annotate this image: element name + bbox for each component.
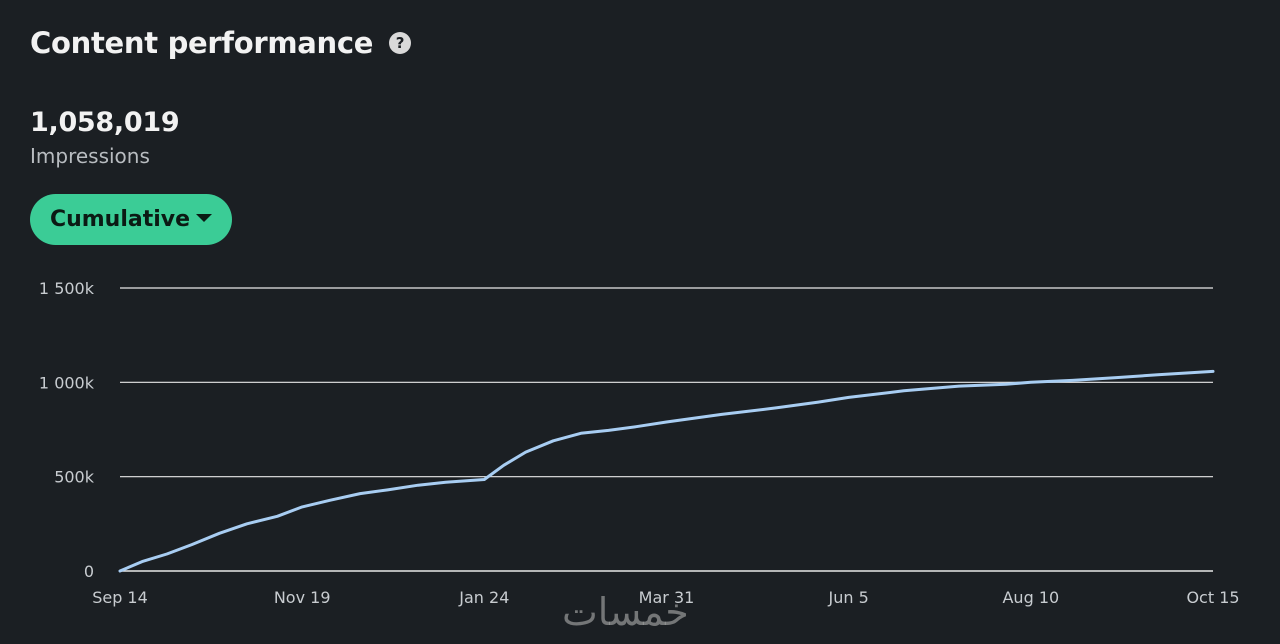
x-tick-label: Aug 10 <box>1002 588 1059 607</box>
caret-down-icon <box>196 213 213 222</box>
x-tick-label: Jun 5 <box>828 588 869 607</box>
header: Content performance ? <box>30 26 412 60</box>
y-tick-label: 1 000k <box>39 373 95 392</box>
grid-lines <box>120 287 1213 572</box>
x-axis-ticks: Sep 14 Nov 19 Jan 24 Mar 31 Jun 5 Aug 10 Oct 1… <box>92 588 1239 607</box>
impressions-series-line <box>118 369 1215 573</box>
page-title: Content performance <box>30 26 374 60</box>
help-circle-icon[interactable]: ? <box>389 32 412 54</box>
y-axis-ticks: 0 500k 1 000k 1 500k <box>39 279 95 581</box>
x-tick-label: Nov 19 <box>274 588 331 607</box>
x-tick-label: Oct 15 <box>1186 588 1239 607</box>
y-tick-label: 500k <box>54 468 95 487</box>
impressions-value: 1,058,019 <box>30 107 180 138</box>
x-tick-label: Jan 24 <box>458 588 509 607</box>
watermark-logo: خمسات <box>562 590 689 634</box>
impressions-metric: 1,058,019 Impressions <box>30 107 180 168</box>
cumulative-dropdown[interactable]: Cumulative <box>30 194 232 245</box>
impressions-chart: 0 500k 1 000k 1 500k Sep 14 Nov 19 Jan 24 Mar … <box>39 279 1240 607</box>
dropdown-label: Cumulative <box>49 207 191 232</box>
y-tick-label: 0 <box>84 562 94 581</box>
x-tick-label: Sep 14 <box>92 588 148 607</box>
x-tick-label: Mar 31 <box>639 588 695 607</box>
y-tick-label: 1 500k <box>39 279 95 298</box>
impressions-label: Impressions <box>30 144 150 168</box>
